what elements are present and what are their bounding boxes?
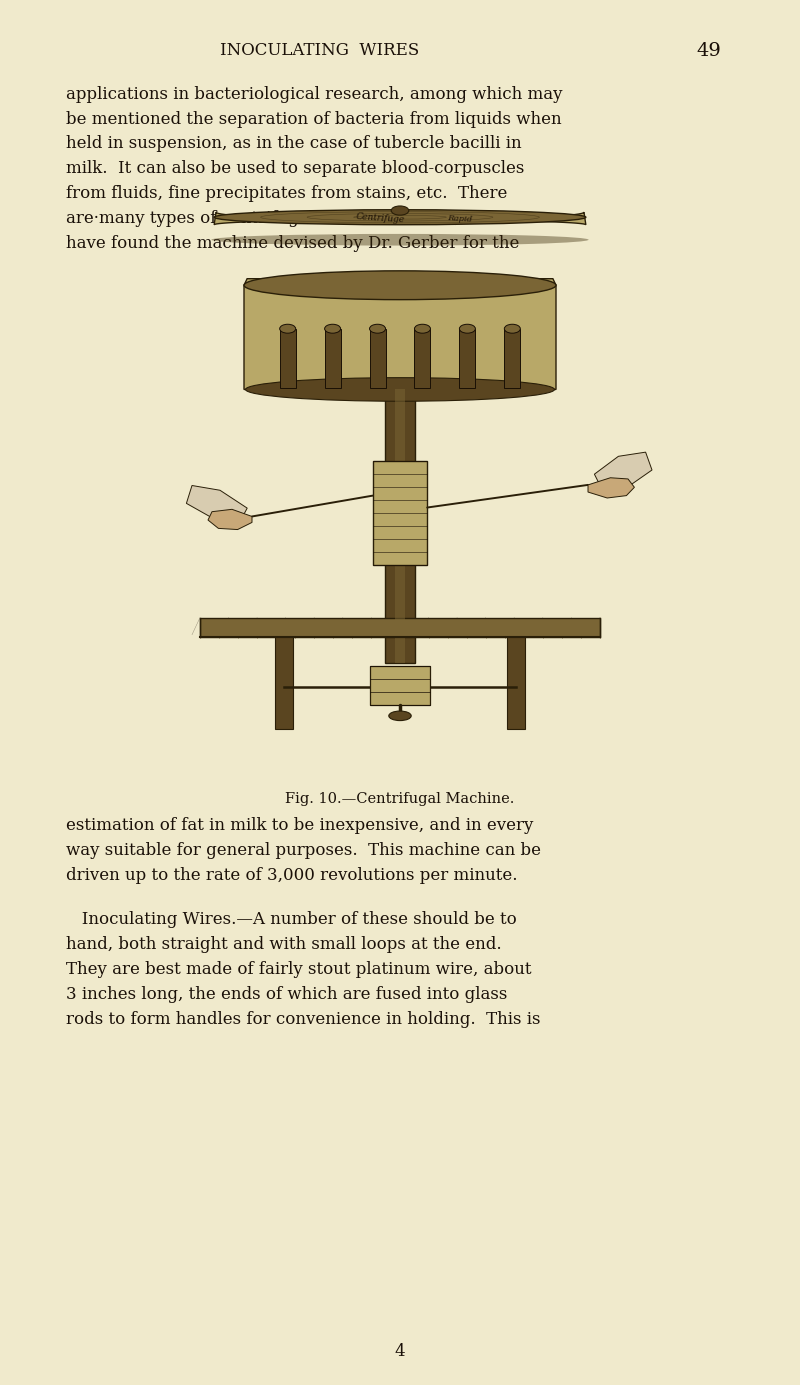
Text: 49: 49	[696, 42, 721, 60]
Text: 4: 4	[394, 1343, 406, 1360]
Ellipse shape	[504, 324, 520, 334]
Bar	[385, 389, 415, 663]
Bar	[280, 328, 296, 388]
Text: INOCULATING  WIRES: INOCULATING WIRES	[220, 42, 420, 58]
Ellipse shape	[414, 324, 430, 334]
Ellipse shape	[211, 234, 589, 245]
Text: Rapid: Rapid	[447, 213, 473, 223]
Bar	[373, 461, 427, 565]
Polygon shape	[244, 278, 556, 389]
Ellipse shape	[389, 711, 411, 720]
Bar	[325, 328, 341, 388]
Text: Inoculating Wires.—A number of these should be to
hand, both straight and with s: Inoculating Wires.—A number of these sho…	[66, 911, 540, 1028]
Text: Fig. 10.—Centrifugal Machine.: Fig. 10.—Centrifugal Machine.	[286, 792, 514, 806]
Ellipse shape	[391, 206, 409, 215]
Ellipse shape	[280, 324, 296, 334]
Ellipse shape	[459, 324, 475, 334]
Bar	[275, 637, 293, 729]
Ellipse shape	[214, 209, 586, 224]
Bar	[370, 328, 386, 388]
Text: estimation of fat in milk to be inexpensive, and in every
way suitable for gener: estimation of fat in milk to be inexpens…	[66, 817, 541, 884]
Ellipse shape	[244, 271, 556, 299]
Bar	[507, 637, 525, 729]
Polygon shape	[594, 452, 652, 493]
Polygon shape	[214, 212, 586, 224]
Bar	[504, 328, 520, 388]
Polygon shape	[588, 478, 634, 499]
Ellipse shape	[325, 324, 341, 334]
Text: applications in bacteriological research, among which may
be mentioned the separ: applications in bacteriological research…	[66, 86, 562, 252]
Ellipse shape	[246, 378, 554, 402]
Polygon shape	[208, 510, 252, 529]
Polygon shape	[186, 486, 247, 526]
Bar	[459, 328, 475, 388]
Bar	[370, 666, 430, 705]
Bar	[414, 328, 430, 388]
Ellipse shape	[370, 324, 386, 334]
Bar	[395, 389, 405, 663]
Text: Centrifuge: Centrifuge	[355, 212, 405, 224]
Bar	[200, 618, 600, 637]
